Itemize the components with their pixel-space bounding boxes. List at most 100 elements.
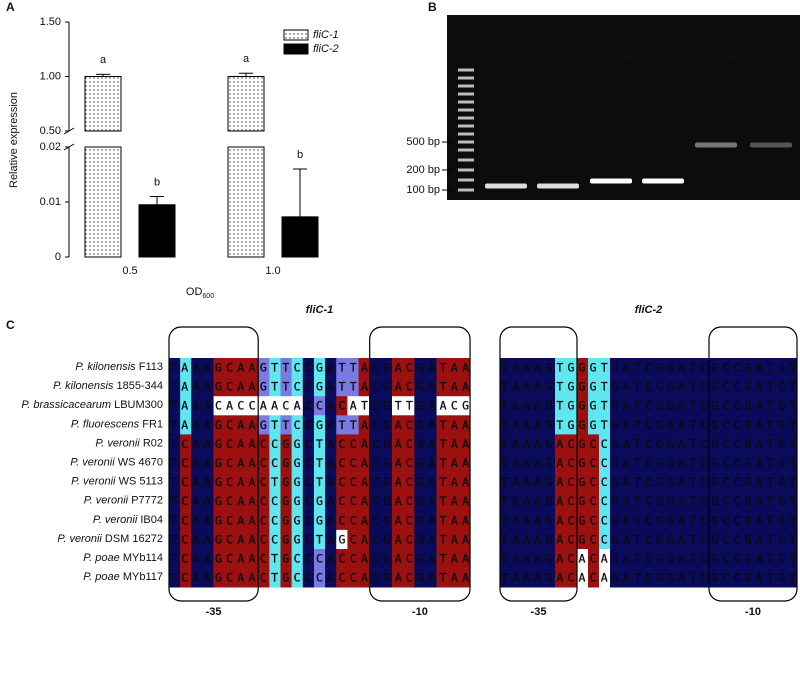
residue-cell xyxy=(511,549,523,569)
residue-cell xyxy=(742,434,754,454)
residue-cell xyxy=(643,453,655,473)
residue-cell xyxy=(588,434,600,454)
residue-cell xyxy=(764,568,776,588)
residue-cell xyxy=(425,453,437,473)
residue-cell xyxy=(654,396,666,416)
residue-cell xyxy=(235,453,248,473)
residue-cell xyxy=(235,396,248,416)
residue-cell xyxy=(180,491,192,512)
residue-cell xyxy=(786,568,798,588)
strain: DSM 16272 xyxy=(105,533,163,545)
strain: LBUM300 xyxy=(114,399,163,411)
residue-cell xyxy=(392,358,404,378)
species: P. poae xyxy=(83,552,120,564)
residue-cell xyxy=(336,358,348,378)
residue-cell xyxy=(775,549,787,569)
residue-cell xyxy=(753,377,765,397)
residue-cell xyxy=(676,377,688,397)
residue-cell xyxy=(347,453,359,473)
residue-cell xyxy=(258,453,270,473)
residue-cell xyxy=(566,453,578,473)
ladder-band xyxy=(458,116,474,120)
residue-cell xyxy=(224,549,237,569)
residue-cell xyxy=(180,510,192,531)
residue-cell xyxy=(436,396,449,416)
residue-cell xyxy=(709,472,721,492)
residue-cell xyxy=(369,529,382,550)
residue-cell xyxy=(698,549,710,569)
residue-cell xyxy=(213,396,226,416)
residue-cell xyxy=(511,510,523,531)
residue-cell xyxy=(436,377,449,397)
residue-cell xyxy=(544,472,556,492)
strain-name: P. veronii R02 xyxy=(95,437,163,449)
bar xyxy=(227,146,265,258)
residue-cell xyxy=(676,453,688,473)
gel-band xyxy=(695,142,737,148)
residue-cell xyxy=(610,510,622,531)
residue-cell xyxy=(436,549,449,569)
residue-cell xyxy=(621,434,633,454)
residue-cell xyxy=(247,434,259,454)
box-label: -35 xyxy=(531,606,547,618)
residue-cell xyxy=(731,568,743,588)
residue-cell xyxy=(610,415,622,435)
residue-cell xyxy=(544,377,556,397)
residue-cell xyxy=(291,472,304,492)
residue-cell xyxy=(247,453,259,473)
residue-cell xyxy=(235,568,248,588)
residue-cell xyxy=(500,434,512,454)
residue-cell xyxy=(403,510,415,531)
residue-cell xyxy=(414,529,426,550)
residue-cell xyxy=(380,529,393,550)
residue-cell xyxy=(302,529,315,550)
residue-cell xyxy=(403,491,415,512)
residue-cell xyxy=(544,434,556,454)
gel-image xyxy=(447,15,800,200)
residue-cell xyxy=(544,529,556,550)
residue-cell xyxy=(403,472,415,492)
residue-cell xyxy=(403,396,415,416)
residue-cell xyxy=(291,510,304,531)
residue-cell xyxy=(347,358,359,378)
residue-cell xyxy=(269,549,281,569)
residue-cell xyxy=(169,549,181,569)
residue-cell xyxy=(500,396,512,416)
residue-cell xyxy=(577,434,589,454)
residue-cell xyxy=(665,568,677,588)
residue-cell xyxy=(280,491,292,512)
residue-cell xyxy=(654,415,666,435)
residue-cell xyxy=(522,415,534,435)
box-label: -10 xyxy=(745,606,761,618)
species: P. kilonensis xyxy=(75,361,136,373)
residue-cell xyxy=(742,510,754,531)
residue-cell xyxy=(180,358,192,378)
residue-cell xyxy=(325,510,337,531)
residue-cell xyxy=(555,491,567,512)
residue-cell xyxy=(235,358,248,378)
residue-cell xyxy=(213,415,226,435)
residue-cell xyxy=(654,377,666,397)
residue-cell xyxy=(358,453,370,473)
residue-cell xyxy=(369,453,382,473)
residue-cell xyxy=(654,358,666,378)
residue-cell xyxy=(202,568,214,588)
residue-cell xyxy=(325,549,337,569)
residue-cell xyxy=(458,529,471,550)
residue-cell xyxy=(555,415,567,435)
residue-cell xyxy=(632,568,644,588)
strain: WS 4670 xyxy=(118,456,163,468)
residue-cell xyxy=(414,491,426,512)
residue-cell xyxy=(753,453,765,473)
residue-cell xyxy=(280,434,292,454)
residue-cell xyxy=(555,510,567,531)
lane-label: recA xyxy=(519,51,542,63)
residue-cell xyxy=(358,358,370,378)
residue-cell xyxy=(224,472,237,492)
residue-cell xyxy=(392,396,404,416)
residue-cell xyxy=(643,510,655,531)
residue-cell xyxy=(588,472,600,492)
residue-cell xyxy=(169,491,181,512)
residue-cell xyxy=(500,377,512,397)
residue-cell xyxy=(336,453,348,473)
